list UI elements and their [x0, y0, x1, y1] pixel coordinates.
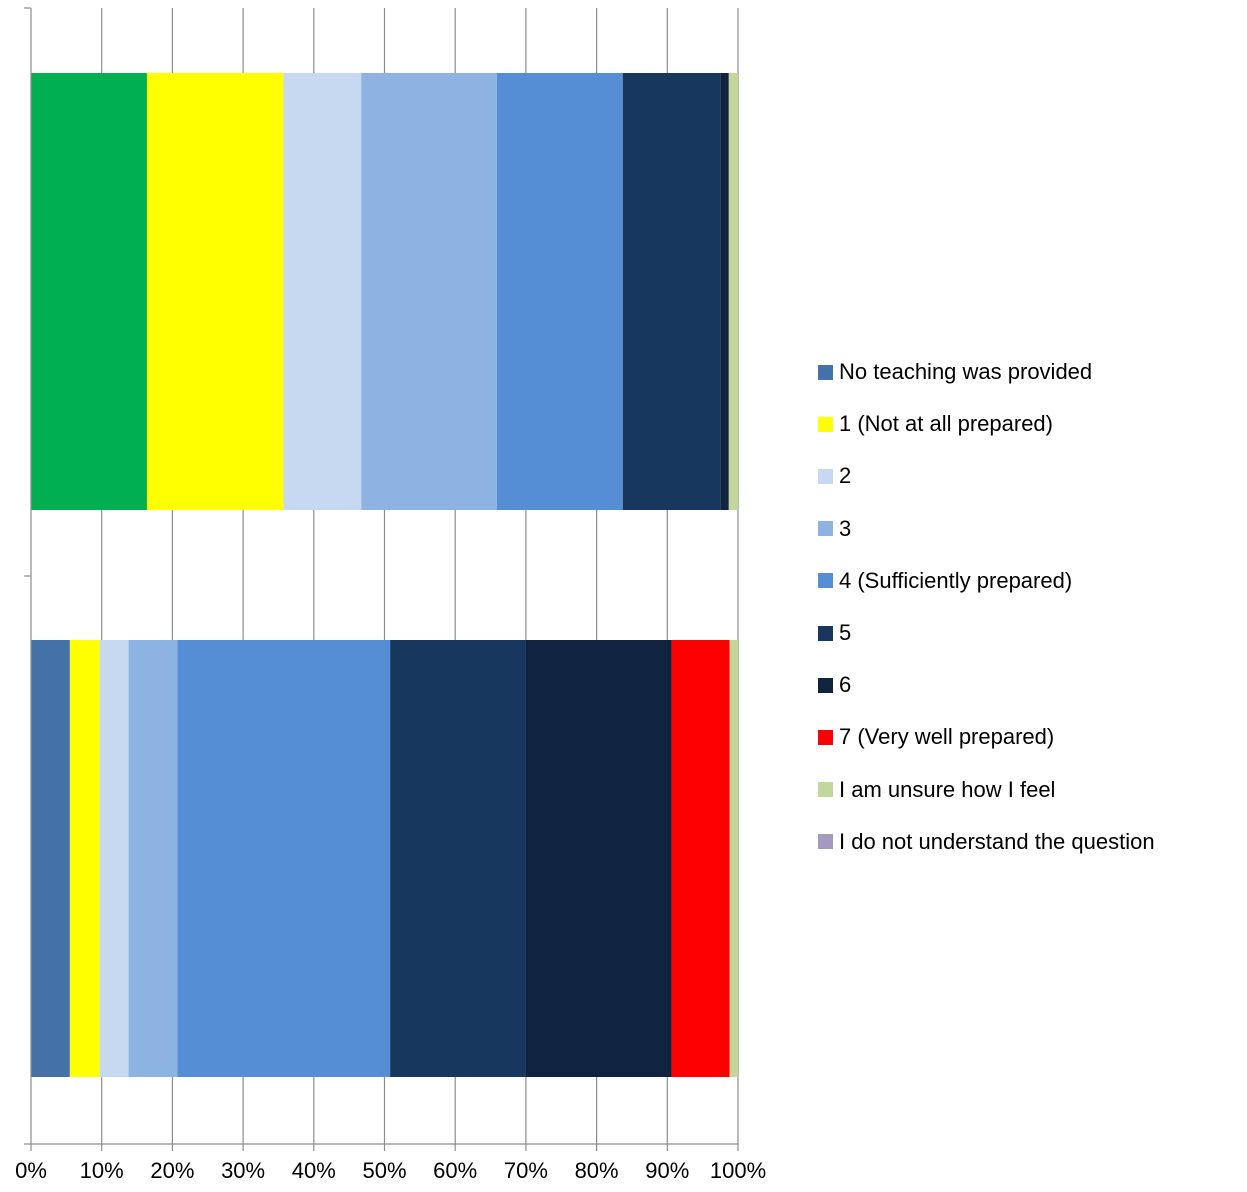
- legend-label: 4 (Sufficiently prepared): [839, 567, 1073, 593]
- legend-label: 5: [839, 620, 852, 646]
- bar-segment: [729, 640, 738, 1077]
- legend-label: I am unsure how I feel: [839, 776, 1056, 802]
- legend-item: 4 (Sufficiently prepared): [818, 555, 1155, 607]
- x-tick-label: 70%: [504, 1158, 548, 1183]
- x-tick-labels: 0% 10% 20% 30% 40% 50% 60% 70% 80% 90% 100%: [15, 1158, 766, 1183]
- legend-swatch: [818, 573, 833, 589]
- bar-segment: [728, 73, 738, 510]
- legend-swatch: [818, 677, 833, 693]
- legend-item: 1 (Not at all prepared): [818, 398, 1155, 450]
- bar-segment: [671, 640, 730, 1077]
- bar-segment: [361, 73, 497, 510]
- x-tick-label: 30%: [221, 1158, 265, 1183]
- legend: No teaching was provided 1 (Not at all pr…: [818, 346, 1155, 868]
- legend-swatch: [818, 364, 833, 380]
- bar-segment: [283, 73, 362, 510]
- legend-swatch: [818, 468, 833, 484]
- bar-segment: [69, 640, 100, 1077]
- legend-item: I do not understand the question: [818, 816, 1155, 868]
- legend-item: 3: [818, 503, 1155, 555]
- x-tick-label: 20%: [150, 1158, 194, 1183]
- legend-item: No teaching was provided: [818, 346, 1155, 398]
- bar-segment: [128, 640, 178, 1077]
- bars: [31, 73, 738, 1077]
- bar-segment: [390, 640, 526, 1077]
- legend-item: 7 (Very well prepared): [818, 711, 1155, 763]
- legend-item: 6: [818, 659, 1155, 711]
- legend-item: I am unsure how I feel: [818, 764, 1155, 816]
- bar-segment: [720, 73, 729, 510]
- legend-item: 2: [818, 450, 1155, 502]
- legend-swatch: [818, 834, 833, 850]
- x-tick-label: 80%: [575, 1158, 619, 1183]
- bar-segment: [496, 73, 623, 510]
- x-tick-label: 10%: [80, 1158, 124, 1183]
- legend-label: 2: [839, 463, 852, 489]
- bar-segment: [31, 640, 70, 1077]
- legend-swatch: [818, 729, 833, 745]
- x-tick-label: 60%: [433, 1158, 477, 1183]
- legend-label: 6: [839, 672, 852, 698]
- bar-segment: [177, 640, 391, 1077]
- legend-swatch: [818, 782, 833, 798]
- legend-label: 3: [839, 515, 852, 541]
- legend-swatch: [818, 521, 833, 537]
- legend-swatch: [818, 625, 833, 641]
- legend-label: I do not understand the question: [839, 828, 1155, 854]
- x-tick-label: 50%: [362, 1158, 406, 1183]
- x-tick-label: 40%: [292, 1158, 336, 1183]
- x-tick-label: 90%: [645, 1158, 689, 1183]
- x-tick-label: 0%: [15, 1158, 47, 1183]
- legend-item: 5: [818, 607, 1155, 659]
- bar-segment: [525, 640, 672, 1077]
- legend-label: 1 (Not at all prepared): [839, 411, 1053, 437]
- legend-swatch: [818, 416, 833, 432]
- axes: [24, 7, 739, 1151]
- bar-segment: [99, 640, 129, 1077]
- bar-segment: [622, 73, 721, 510]
- x-tick-label: 100%: [710, 1158, 766, 1183]
- bar-segment: [31, 73, 147, 510]
- legend-label: No teaching was provided: [839, 359, 1093, 385]
- legend-label: 7 (Very well prepared): [839, 724, 1055, 750]
- bar-segment: [146, 73, 284, 510]
